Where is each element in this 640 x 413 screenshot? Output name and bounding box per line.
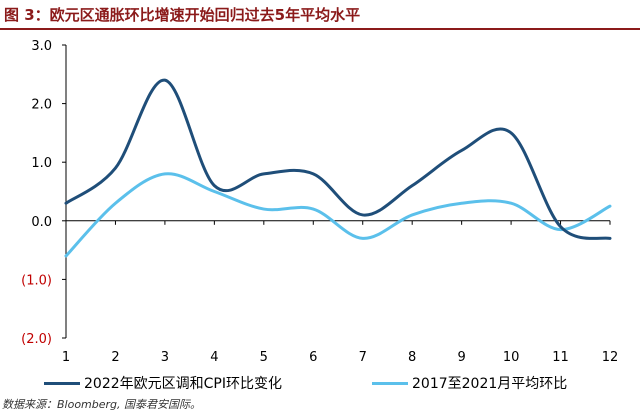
legend-swatch-2022 bbox=[44, 381, 80, 385]
x-tick-label: 1 bbox=[62, 350, 70, 365]
x-tick-label: 4 bbox=[210, 350, 218, 365]
legend-label-average: 2017至2021月平均环比 bbox=[412, 376, 568, 392]
x-tick-label: 2 bbox=[111, 350, 119, 365]
line-chart: 3.02.01.00.0(1.0)(2.0)1 2 3 4 5 6 7 8 9 10 11 12 bbox=[21, 39, 619, 365]
x-tick-label: 7 bbox=[359, 350, 367, 365]
y-tick-label: (2.0) bbox=[21, 332, 52, 347]
title-bar: 图 3：欧元区通胀环比增速开始回归过去5年平均水平 bbox=[0, 0, 640, 30]
x-tick-label: 3 bbox=[161, 350, 169, 365]
y-tick-label: 2.0 bbox=[31, 98, 52, 113]
x-tick-label: 12 bbox=[602, 350, 619, 365]
legend-label-2022: 2022年欧元区调和CPI环比变化 bbox=[84, 376, 282, 392]
x-tick-label: 11 bbox=[552, 350, 569, 365]
chart-title: 图 3：欧元区通胀环比增速开始回归过去5年平均水平 bbox=[4, 6, 361, 24]
x-tick-label: 5 bbox=[260, 350, 268, 365]
legend-item-average: 2017至2021月平均环比 bbox=[372, 372, 567, 394]
x-tick-label: 9 bbox=[457, 350, 465, 365]
legend: 2022年欧元区调和CPI环比变化 2017至2021月平均环比 bbox=[0, 372, 640, 394]
y-tick-label: 1.0 bbox=[31, 156, 52, 171]
legend-swatch-average bbox=[372, 381, 408, 385]
series-line-average bbox=[64, 172, 612, 258]
y-tick-label: (1.0) bbox=[21, 273, 52, 288]
y-tick-label: 0.0 bbox=[31, 215, 52, 230]
y-tick-label: 3.0 bbox=[31, 39, 52, 54]
x-tick-label: 8 bbox=[408, 350, 416, 365]
x-tick-label: 10 bbox=[503, 350, 520, 365]
series-line-2022 bbox=[64, 78, 612, 240]
source-note: 数据来源：Bloomberg, 国泰君安国际。 bbox=[2, 398, 202, 411]
legend-item-2022: 2022年欧元区调和CPI环比变化 bbox=[44, 372, 282, 394]
x-tick-label: 6 bbox=[309, 350, 317, 365]
